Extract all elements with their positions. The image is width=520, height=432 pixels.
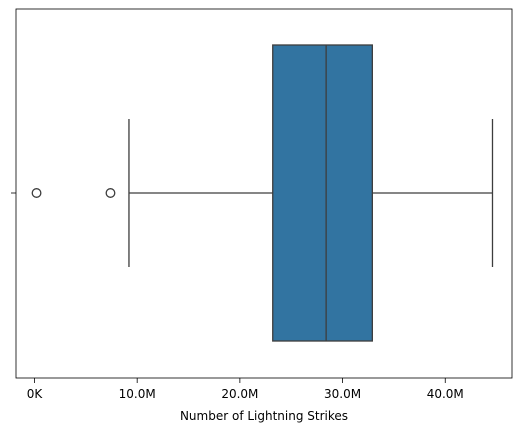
x-axis: 0K 10.0M 20.0M 30.0M 40.0M [27,378,464,401]
interquartile-box [272,44,373,342]
x-tick-label: 20.0M [221,387,258,401]
outlier-point [105,188,116,198]
x-tick-label: 30.0M [324,387,361,401]
boxplot-series [31,44,494,342]
x-tick-label: 40.0M [427,387,464,401]
x-axis-label: Number of Lightning Strikes [180,409,348,423]
outlier-point [31,188,42,198]
x-tick-label: 0K [27,387,44,401]
x-tick-label: 10.0M [119,387,156,401]
